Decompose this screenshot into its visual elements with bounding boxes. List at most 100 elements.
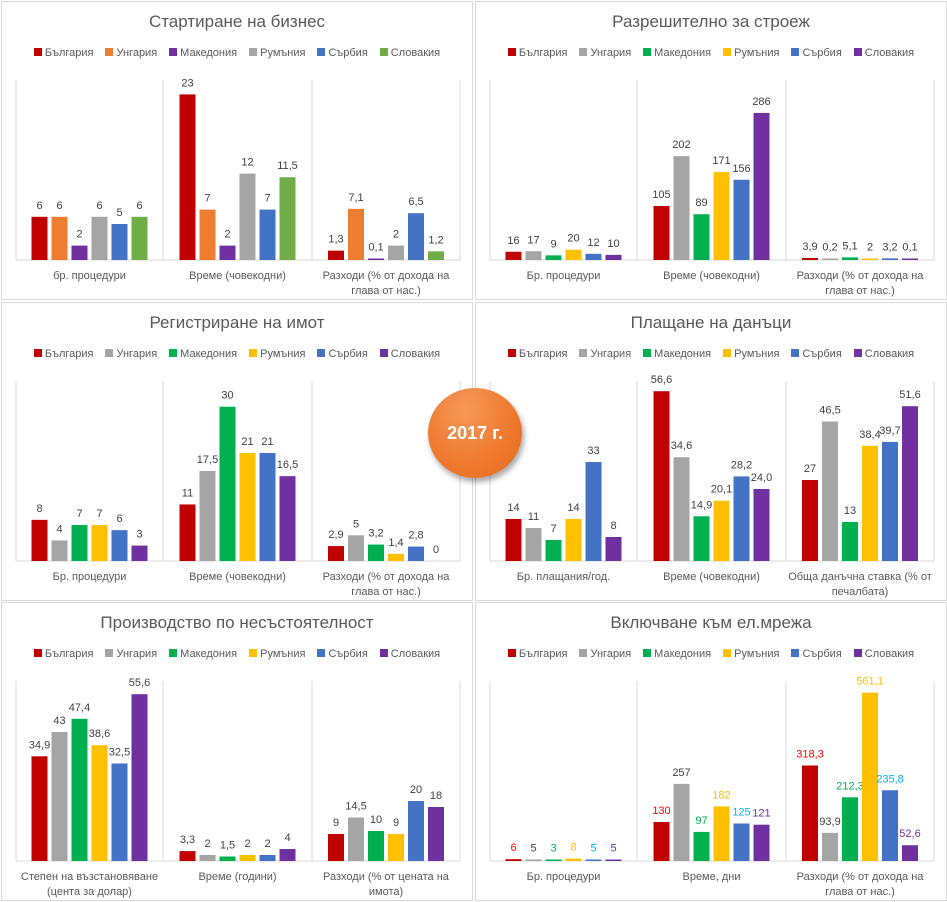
- bar: [131, 694, 148, 861]
- data-label: 17: [527, 234, 539, 246]
- data-label: 121: [752, 808, 770, 820]
- legend-swatch: [249, 649, 258, 657]
- category-label: Обща данъчна ставка (% от печалбата): [788, 571, 932, 598]
- data-label: 5: [610, 843, 616, 855]
- data-label: 56,6: [651, 374, 672, 386]
- legend-label: Сърбия: [802, 47, 842, 59]
- legend-swatch: [249, 48, 258, 56]
- bar: [368, 544, 384, 561]
- bar: [505, 251, 522, 260]
- legend-label: Сърбия: [802, 648, 842, 660]
- data-label: 24,0: [751, 472, 772, 484]
- bar: [279, 476, 296, 561]
- bar: [545, 859, 562, 861]
- bar: [673, 783, 690, 861]
- legend-label: Словакия: [864, 648, 915, 660]
- category-label: Разходи (% от цената на имота): [323, 871, 450, 898]
- legend-swatch: [33, 349, 42, 357]
- data-label: 1,4: [388, 537, 403, 549]
- legend-swatch: [643, 649, 652, 657]
- legend-item: Унгария: [579, 648, 631, 660]
- legend-swatch: [33, 48, 42, 56]
- legend-label: Македония: [180, 47, 238, 59]
- bar: [653, 391, 670, 561]
- bar: [219, 245, 236, 260]
- data-label: 5: [353, 518, 359, 530]
- data-label: 38,6: [89, 728, 110, 740]
- chart-title: Разрешително за строеж: [612, 12, 810, 31]
- legend-item: Унгария: [105, 648, 157, 660]
- bar: [585, 462, 602, 561]
- bar: [822, 832, 838, 861]
- data-label: 5: [116, 207, 122, 219]
- bar: [605, 254, 622, 260]
- legend-swatch: [507, 349, 516, 357]
- bar: [428, 251, 444, 260]
- legend-swatch: [723, 48, 732, 56]
- bar: [91, 525, 108, 561]
- data-label: 38,4: [859, 429, 880, 441]
- data-label: 21: [241, 436, 253, 448]
- data-label: 5: [530, 843, 536, 855]
- data-label: 93,9: [819, 816, 840, 828]
- data-label: 11,5: [277, 160, 298, 172]
- legend-item: Сърбия: [791, 47, 842, 59]
- legend-swatch: [723, 649, 732, 657]
- legend-label: Сърбия: [328, 47, 368, 59]
- data-label: 16: [507, 235, 519, 247]
- legend-swatch: [169, 349, 178, 357]
- legend-label: Унгария: [116, 348, 158, 360]
- bar: [408, 546, 424, 561]
- legend-item: Унгария: [579, 348, 631, 360]
- bar: [505, 519, 522, 561]
- legend-item: Румъния: [249, 348, 305, 360]
- data-label: 12: [241, 157, 253, 169]
- data-label: 4: [284, 832, 290, 844]
- bar: [822, 421, 838, 561]
- legend-label: България: [518, 47, 568, 59]
- legend-item: България: [33, 648, 93, 660]
- data-label: 16,5: [277, 459, 298, 471]
- chart-title: Производство по несъстоятелност: [100, 613, 374, 632]
- chart-legend: България Унгария Македония Румъния Сърбия Сло…: [476, 47, 946, 59]
- bar: [31, 216, 48, 260]
- data-label: 3,9: [802, 241, 817, 253]
- legend-swatch: [105, 649, 114, 657]
- legend-label: Унгария: [590, 348, 632, 360]
- legend-item: Сърбия: [317, 348, 368, 360]
- bar: [842, 257, 858, 260]
- bar: [111, 224, 128, 260]
- bar: [802, 765, 818, 861]
- category-label: Време (човекодни): [663, 571, 760, 583]
- data-label: 235,8: [876, 773, 904, 785]
- data-label: 318,3: [796, 749, 824, 761]
- legend-item: Словакия: [379, 648, 440, 660]
- bar: [585, 253, 602, 260]
- legend-swatch: [317, 649, 326, 657]
- legend-item: Македония: [169, 648, 237, 660]
- legend-swatch: [643, 48, 652, 56]
- legend-item: Румъния: [249, 648, 305, 660]
- legend-swatch: [791, 349, 800, 357]
- legend-label: Унгария: [116, 648, 158, 660]
- bar: [693, 516, 710, 561]
- bar: [565, 858, 582, 861]
- bar: [328, 250, 344, 260]
- bar: [348, 208, 364, 260]
- legend-swatch: [507, 649, 516, 657]
- data-label: 130: [652, 805, 670, 817]
- bar: [91, 745, 108, 861]
- bar: [239, 173, 256, 260]
- data-label: 0,1: [902, 242, 917, 254]
- bar: [673, 457, 690, 561]
- bar: [71, 718, 88, 861]
- data-label: 33: [587, 445, 599, 457]
- data-label: 2: [264, 838, 270, 850]
- data-label: 2: [204, 838, 210, 850]
- chart-title: Включване към ел.мрежа: [610, 613, 812, 632]
- legend-label: Македония: [654, 348, 712, 360]
- data-label: 6,5: [408, 196, 423, 208]
- bar: [348, 535, 364, 561]
- data-label: 286: [752, 96, 770, 108]
- bar: [565, 519, 582, 561]
